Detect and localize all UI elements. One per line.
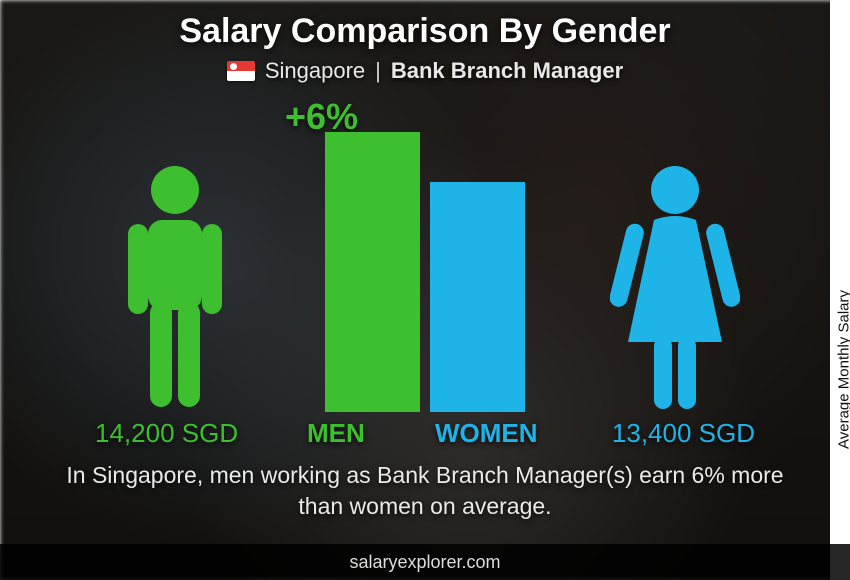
country-label: Singapore: [265, 58, 365, 84]
y-axis-label: Average Monthly Salary: [836, 290, 850, 449]
job-title-label: Bank Branch Manager: [391, 58, 623, 84]
women-gender-label: WOMEN: [435, 418, 538, 449]
bar-women: [430, 182, 525, 412]
footer-bar: salaryexplorer.com: [0, 544, 850, 580]
infographic-container: Salary Comparison By Gender Singapore | …: [0, 0, 850, 580]
chart-area: +6%: [0, 112, 850, 412]
labels-row: 14,200 SGD MEN WOMEN 13,400 SGD: [0, 418, 850, 458]
subtitle-row: Singapore | Bank Branch Manager: [0, 58, 850, 84]
description-text: In Singapore, men working as Bank Branch…: [50, 460, 800, 522]
separator: |: [375, 58, 381, 84]
female-person-icon: [610, 162, 740, 412]
page-title: Salary Comparison By Gender: [0, 12, 850, 51]
bar-men: [325, 132, 420, 412]
men-salary-label: 14,200 SGD: [95, 418, 238, 449]
male-person-icon: [110, 162, 240, 412]
singapore-flag-icon: [227, 61, 255, 81]
men-gender-label: MEN: [307, 418, 365, 449]
footer-site: salaryexplorer.com: [349, 552, 500, 572]
women-salary-label: 13,400 SGD: [612, 418, 755, 449]
